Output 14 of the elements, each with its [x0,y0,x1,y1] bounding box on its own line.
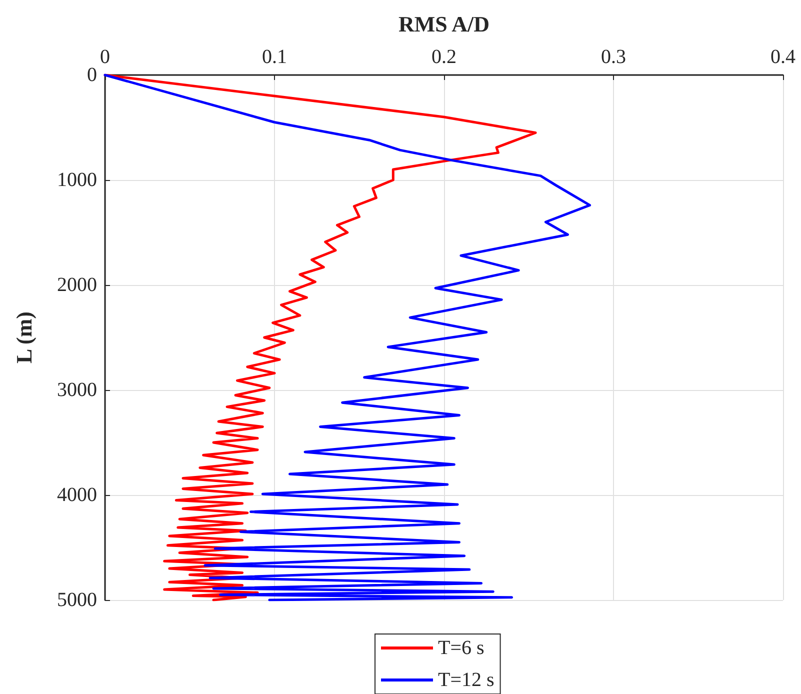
y-axis-title: L (m) [12,312,36,364]
y-tick-label: 2000 [57,274,97,296]
x-tick-label: 0.2 [432,46,456,68]
x-tick-label: 0.3 [601,46,626,68]
x-axis-title: RMS A/D [398,12,490,36]
y-tick-label: 0 [87,64,97,86]
legend-label: T=12 s [438,669,494,691]
x-tick-label: 0.1 [262,46,287,68]
x-tick-label: 0.4 [770,46,796,68]
y-tick-label: 4000 [57,484,97,506]
y-tick-label: 5000 [57,589,97,611]
legend-label: T=6 s [438,637,484,659]
y-tick-label: 3000 [57,379,97,401]
y-tick-label: 1000 [57,169,97,191]
